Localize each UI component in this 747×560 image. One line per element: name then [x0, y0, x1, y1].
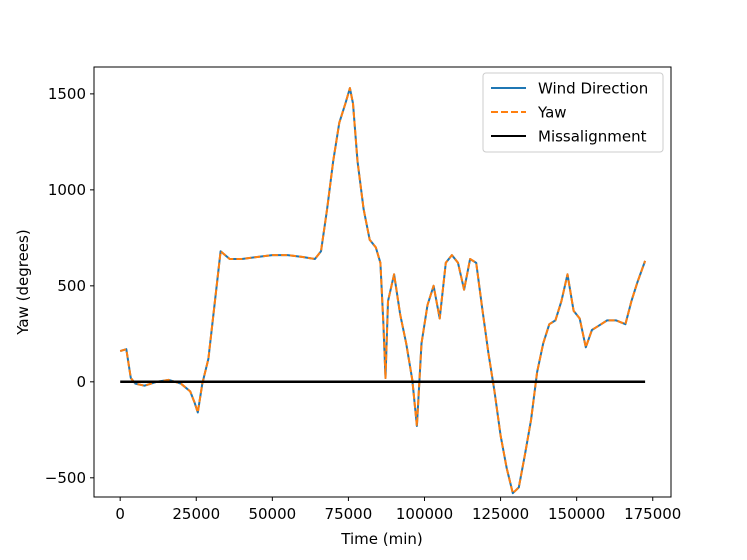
series-line-yaw [119, 87, 647, 495]
x-tick-label: 150000 [548, 505, 605, 523]
x-tick-label: 0 [115, 505, 125, 523]
y-axis-label: Yaw (degrees) [14, 229, 32, 335]
x-tick-label: 125000 [472, 505, 529, 523]
y-tick-label: 500 [57, 277, 86, 295]
x-axis-ticks: 0 25000 50000 75000 100000 125000 150000 175000 [115, 497, 681, 523]
y-axis-ticks: −500 0 500 1000 1500 [45, 85, 94, 487]
y-tick-label: 0 [76, 373, 86, 391]
legend-label-yaw: Yaw [537, 104, 567, 122]
x-tick-label: 50000 [248, 505, 296, 523]
x-tick-label: 75000 [325, 505, 373, 523]
y-tick-label: −500 [45, 469, 86, 487]
x-tick-label: 175000 [624, 505, 681, 523]
x-tick-label: 100000 [396, 505, 453, 523]
x-tick-label: 25000 [172, 505, 220, 523]
plot-frame [93, 66, 672, 498]
x-axis-label: Time (min) [340, 530, 422, 548]
series-layer [119, 87, 647, 495]
legend-label-wind-direction: Wind Direction [538, 80, 648, 98]
y-tick-label: 1500 [48, 85, 86, 103]
y-tick-label: 1000 [48, 181, 86, 199]
legend-box [482, 72, 664, 153]
legend: Wind Direction Yaw Missalignment [482, 72, 664, 153]
legend-label-missalignment: Missalignment [538, 128, 647, 146]
